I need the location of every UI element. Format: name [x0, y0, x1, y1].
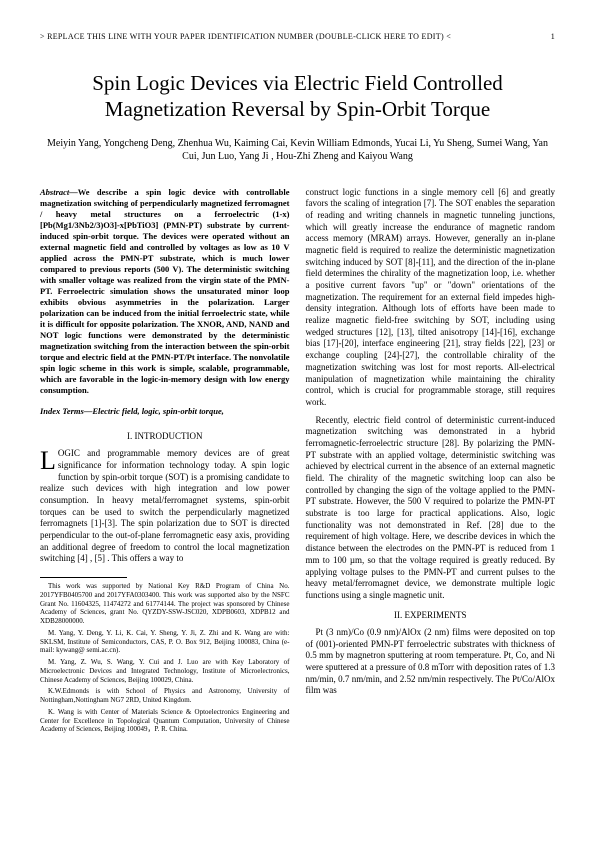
footnote-divider [40, 577, 127, 578]
col2-paragraph-1: construct logic functions in a single me… [306, 187, 556, 409]
col2-paragraph-2: Recently, electric field control of dete… [306, 415, 556, 602]
authors-line: Meiyin Yang, Yongcheng Deng, Zhenhua Wu,… [40, 137, 555, 163]
header-left: > REPLACE THIS LINE WITH YOUR PAPER IDEN… [40, 32, 451, 42]
footnote-4: K.W.Edmonds is with School of Physics an… [40, 687, 290, 705]
footnote-3: M. Yang, Z. Wu, S. Wang, Y. Cui and J. L… [40, 658, 290, 684]
section-1-heading: I. INTRODUCTION [40, 431, 290, 442]
intro-paragraph-1: LOGIC and programmable memory devices ar… [40, 448, 290, 565]
abstract-text: We describe a spin logic device with con… [40, 187, 290, 396]
running-header: > REPLACE THIS LINE WITH YOUR PAPER IDEN… [40, 32, 555, 42]
two-column-body: Abstract—We describe a spin logic device… [40, 187, 555, 738]
dropcap-letter: L [40, 448, 58, 472]
footnote-1: This work was supported by National Key … [40, 582, 290, 626]
footnote-5: K. Wang is with Center of Materials Scie… [40, 708, 290, 734]
abstract-label: Abstract— [40, 187, 78, 197]
page-number: 1 [551, 32, 555, 42]
index-terms-text: Electric field, logic, spin-orbit torque… [92, 406, 224, 416]
right-column: construct logic functions in a single me… [306, 187, 556, 738]
abstract-block: Abstract—We describe a spin logic device… [40, 187, 290, 397]
section-2-heading: II. EXPERIMENTS [306, 610, 556, 621]
paper-title: Spin Logic Devices via Electric Field Co… [40, 70, 555, 123]
index-terms-block: Index Terms—Electric field, logic, spin-… [40, 406, 290, 417]
index-terms-label: Index Terms— [40, 406, 92, 416]
intro-text-1: OGIC and programmable memory devices are… [40, 448, 290, 563]
col2-paragraph-3: Pt (3 nm)/Co (0.9 nm)/AlOx (2 nm) films … [306, 627, 556, 697]
left-column: Abstract—We describe a spin logic device… [40, 187, 290, 738]
footnote-2: M. Yang, Y. Deng, Y. Li, K. Cai, Y. Shen… [40, 629, 290, 655]
